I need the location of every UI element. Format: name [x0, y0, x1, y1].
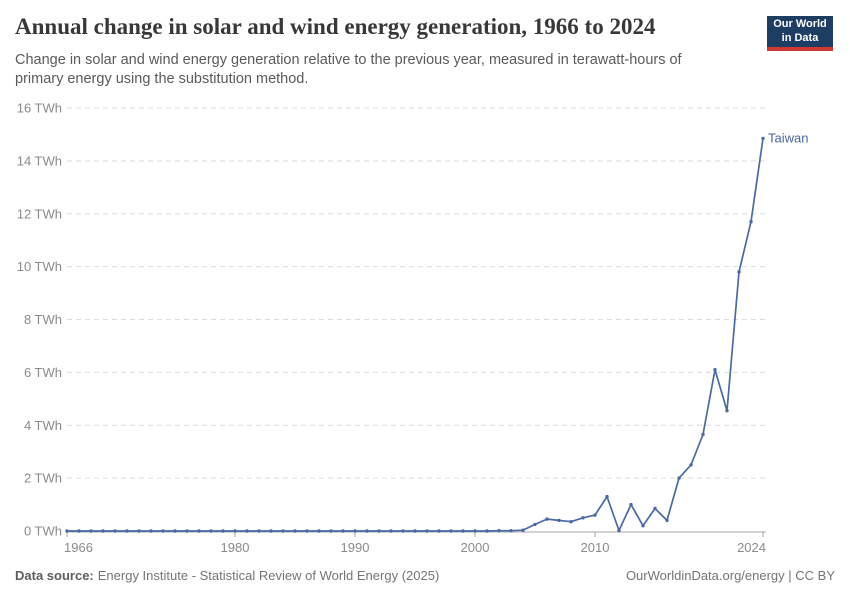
owid-logo[interactable]: Our World in Data — [767, 16, 833, 51]
entity-label-taiwan[interactable]: Taiwan — [768, 130, 808, 145]
data-point[interactable] — [473, 529, 477, 533]
data-point[interactable] — [245, 529, 249, 533]
chart-footer: Data source: Energy Institute - Statistic… — [15, 568, 835, 583]
data-point[interactable] — [389, 529, 393, 533]
data-point[interactable] — [161, 529, 165, 533]
data-point[interactable] — [413, 529, 417, 533]
x-tick-label: 1990 — [341, 540, 370, 555]
data-point[interactable] — [401, 529, 405, 533]
data-source-text: Energy Institute - Statistical Review of… — [97, 568, 440, 583]
data-point[interactable] — [317, 529, 321, 533]
x-tick-label: 1966 — [64, 540, 93, 555]
x-tick-label: 1980 — [221, 540, 250, 555]
data-point[interactable] — [521, 528, 525, 532]
y-tick-label: 0 TWh — [24, 524, 62, 539]
data-point[interactable] — [509, 529, 513, 533]
chart-subtitle: Change in solar and wind energy generati… — [15, 52, 682, 88]
owid-logo-line2: in Data — [781, 31, 819, 44]
x-tick-label: 2024 — [737, 540, 766, 555]
data-point[interactable] — [725, 409, 729, 413]
data-point[interactable] — [101, 529, 105, 533]
data-point[interactable] — [377, 529, 381, 533]
y-tick-label: 14 TWh — [17, 153, 62, 168]
y-tick-label: 16 TWh — [17, 101, 62, 116]
data-point[interactable] — [569, 520, 573, 524]
data-point[interactable] — [257, 529, 261, 533]
data-point[interactable] — [149, 529, 153, 533]
data-point[interactable] — [461, 529, 465, 533]
data-point[interactable] — [713, 368, 717, 372]
y-tick-label: 10 TWh — [17, 259, 62, 274]
data-point[interactable] — [449, 529, 453, 533]
data-point[interactable] — [269, 529, 273, 533]
data-point[interactable] — [689, 463, 693, 467]
data-point[interactable] — [353, 529, 357, 533]
data-point[interactable] — [113, 529, 117, 533]
owid-logo-line1: Our World — [773, 18, 827, 31]
chart-title: Annual change in solar and wind energy g… — [15, 14, 656, 39]
data-source-label: Data source: — [15, 568, 94, 583]
data-point[interactable] — [197, 529, 201, 533]
data-point[interactable] — [341, 529, 345, 533]
data-point[interactable] — [737, 270, 741, 274]
data-point[interactable] — [557, 518, 561, 523]
y-tick-label: 12 TWh — [17, 206, 62, 221]
data-point[interactable] — [233, 529, 237, 533]
data-point[interactable] — [293, 529, 297, 533]
data-point[interactable] — [65, 529, 69, 533]
data-point[interactable] — [437, 529, 441, 533]
y-tick-label: 8 TWh — [24, 312, 62, 327]
data-point[interactable] — [641, 524, 645, 528]
y-tick-label: 6 TWh — [24, 365, 62, 380]
data-point[interactable] — [425, 529, 429, 533]
y-tick-label: 2 TWh — [24, 471, 62, 486]
data-point[interactable] — [281, 529, 285, 533]
x-tick-label: 2000 — [461, 540, 490, 555]
data-point[interactable] — [125, 529, 129, 533]
data-point[interactable] — [629, 502, 633, 507]
data-point[interactable] — [221, 529, 225, 533]
data-point[interactable] — [209, 529, 213, 533]
data-point[interactable] — [173, 529, 177, 533]
data-point[interactable] — [365, 529, 369, 533]
data-point[interactable] — [677, 476, 681, 480]
data-point[interactable] — [137, 529, 141, 533]
data-point[interactable] — [593, 513, 597, 517]
data-point[interactable] — [701, 432, 705, 437]
data-point[interactable] — [653, 506, 657, 511]
data-point[interactable] — [665, 518, 669, 523]
data-point[interactable] — [305, 529, 309, 533]
credit-link[interactable]: OurWorldinData.org/energy | CC BY — [625, 568, 835, 583]
y-tick-label: 4 TWh — [24, 418, 62, 433]
data-point[interactable] — [77, 529, 81, 533]
data-point[interactable] — [581, 516, 585, 520]
data-point[interactable] — [749, 220, 753, 224]
data-point[interactable] — [545, 517, 549, 521]
data-point[interactable] — [89, 529, 93, 533]
data-point[interactable] — [533, 522, 537, 527]
data-point[interactable] — [497, 529, 501, 533]
data-point[interactable] — [605, 494, 609, 499]
data-point[interactable] — [185, 529, 189, 533]
data-point[interactable] — [329, 529, 333, 533]
data-source-note: Data source: Energy Institute - Statistic… — [15, 568, 439, 583]
series-line-taiwan[interactable] — [66, 137, 764, 532]
data-point[interactable] — [485, 529, 489, 533]
x-tick-label: 2010 — [581, 540, 610, 555]
data-point[interactable] — [761, 136, 765, 141]
data-point[interactable] — [617, 528, 621, 533]
